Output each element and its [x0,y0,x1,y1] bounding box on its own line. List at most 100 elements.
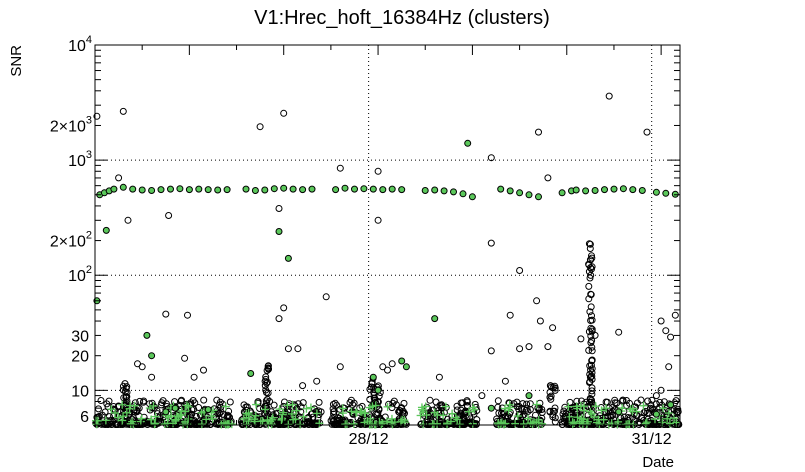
cluster-marker [619,396,627,404]
cluster-marker [273,409,281,417]
cluster-marker [487,154,495,162]
cluster-marker [184,311,191,319]
cluster-marker [657,386,665,394]
axes: 6 10 20 30 102 2×102 103 2×103 104 28/12 31/12 [50,34,681,448]
cross-marker [107,405,116,414]
cluster-marker [494,403,502,411]
highlighted-cluster-marker [662,189,670,197]
cluster-marker [346,406,353,414]
cluster-marker [585,295,593,303]
highlighted-cluster-marker [280,184,288,192]
highlighted-cluster-marker [525,191,533,199]
cross-marker [347,407,356,416]
cluster-marker [216,401,224,409]
cluster-marker [551,386,559,394]
cluster-marker [670,406,678,414]
cluster-marker [510,400,518,408]
highlighted-cluster-marker [652,188,660,196]
cross-marker [114,413,123,422]
cluster-marker [587,339,595,347]
highlighted-cluster-marker [143,331,151,339]
cluster-marker [297,408,305,416]
highlighted-cluster-marker [388,185,396,193]
highlighted-cluster-marker [195,185,203,193]
cross-marker [659,404,668,413]
chart-title: V1:Hrec_hoft_16384Hz (clusters) [254,7,550,29]
highlighted-cluster-marker [299,186,307,194]
cluster-marker [214,410,222,418]
cluster-marker [328,420,336,428]
highlighted-cluster-marker [591,187,599,194]
cross-marker [278,414,287,423]
cluster-marker [97,397,105,404]
cross-marker [513,412,522,421]
cluster-marker [264,362,272,370]
cluster-marker [586,308,594,316]
plot-frame [94,44,681,426]
highlighted-cluster-marker [652,410,660,418]
cluster-marker [567,407,575,415]
cluster-marker [588,384,596,392]
cross-marker [292,406,301,415]
highlighted-cluster-marker [610,185,618,193]
cluster-marker [546,393,554,401]
cluster-marker [586,362,594,370]
highlighted-cluster-marker [464,139,472,147]
cluster-marker [586,395,594,402]
cross-marker [160,420,169,429]
cluster-marker [501,377,509,385]
cluster-marker [551,384,559,392]
cross-marker [663,414,672,423]
cross-marker [287,409,296,418]
y-tick-label: 20 [71,349,89,366]
cluster-marker [188,410,196,418]
x-tick-label: 28/12 [349,431,389,448]
cluster-marker [432,398,440,406]
cluster-marker [284,345,292,353]
cluster-marker [498,409,505,417]
cross-marker [197,420,206,429]
cluster-marker [299,382,307,390]
cluster-marker [388,360,396,368]
cluster-marker [551,404,559,412]
cross-marker [568,420,577,429]
cluster-marker [588,387,596,395]
cross-marker [174,412,183,421]
cluster-marker [426,396,434,404]
highlighted-cluster-marker [176,185,184,193]
highlighted-cluster-marker [619,185,627,193]
cross-marker [573,413,582,422]
highlighted-cluster-marker [284,254,292,262]
cluster-marker [366,395,374,403]
cluster-marker [652,392,660,400]
cluster-marker [190,373,198,381]
cluster-marker [588,312,595,320]
cross-marker [532,400,541,409]
highlighted-cluster-marker [525,392,533,400]
cross-marker [264,420,273,429]
cluster-marker [588,254,596,262]
highlighted-cluster-marker [450,188,457,196]
cluster-marker [331,399,339,407]
cross-marker [599,415,608,424]
cluster-marker [270,401,278,409]
cluster-marker [587,332,595,340]
highlighted-cluster-marker [138,186,146,194]
y-tick-label: 2×103 [50,114,92,135]
cluster-marker [560,407,568,415]
cluster-marker [200,396,208,404]
y-tick-label: 10 [71,383,89,400]
cluster-marker [588,343,596,351]
cluster-marker [371,396,379,404]
cluster-marker [672,397,680,405]
highlighted-cluster-marker [497,185,505,193]
cluster-marker [379,363,387,371]
cluster-marker [585,261,593,269]
cross-marker [455,420,464,429]
cluster-marker [623,397,630,404]
cross-marker [110,408,119,417]
cluster-marker [549,324,557,332]
cluster-marker [569,404,577,411]
cross-marker [302,404,311,413]
cross-marker [570,419,579,428]
